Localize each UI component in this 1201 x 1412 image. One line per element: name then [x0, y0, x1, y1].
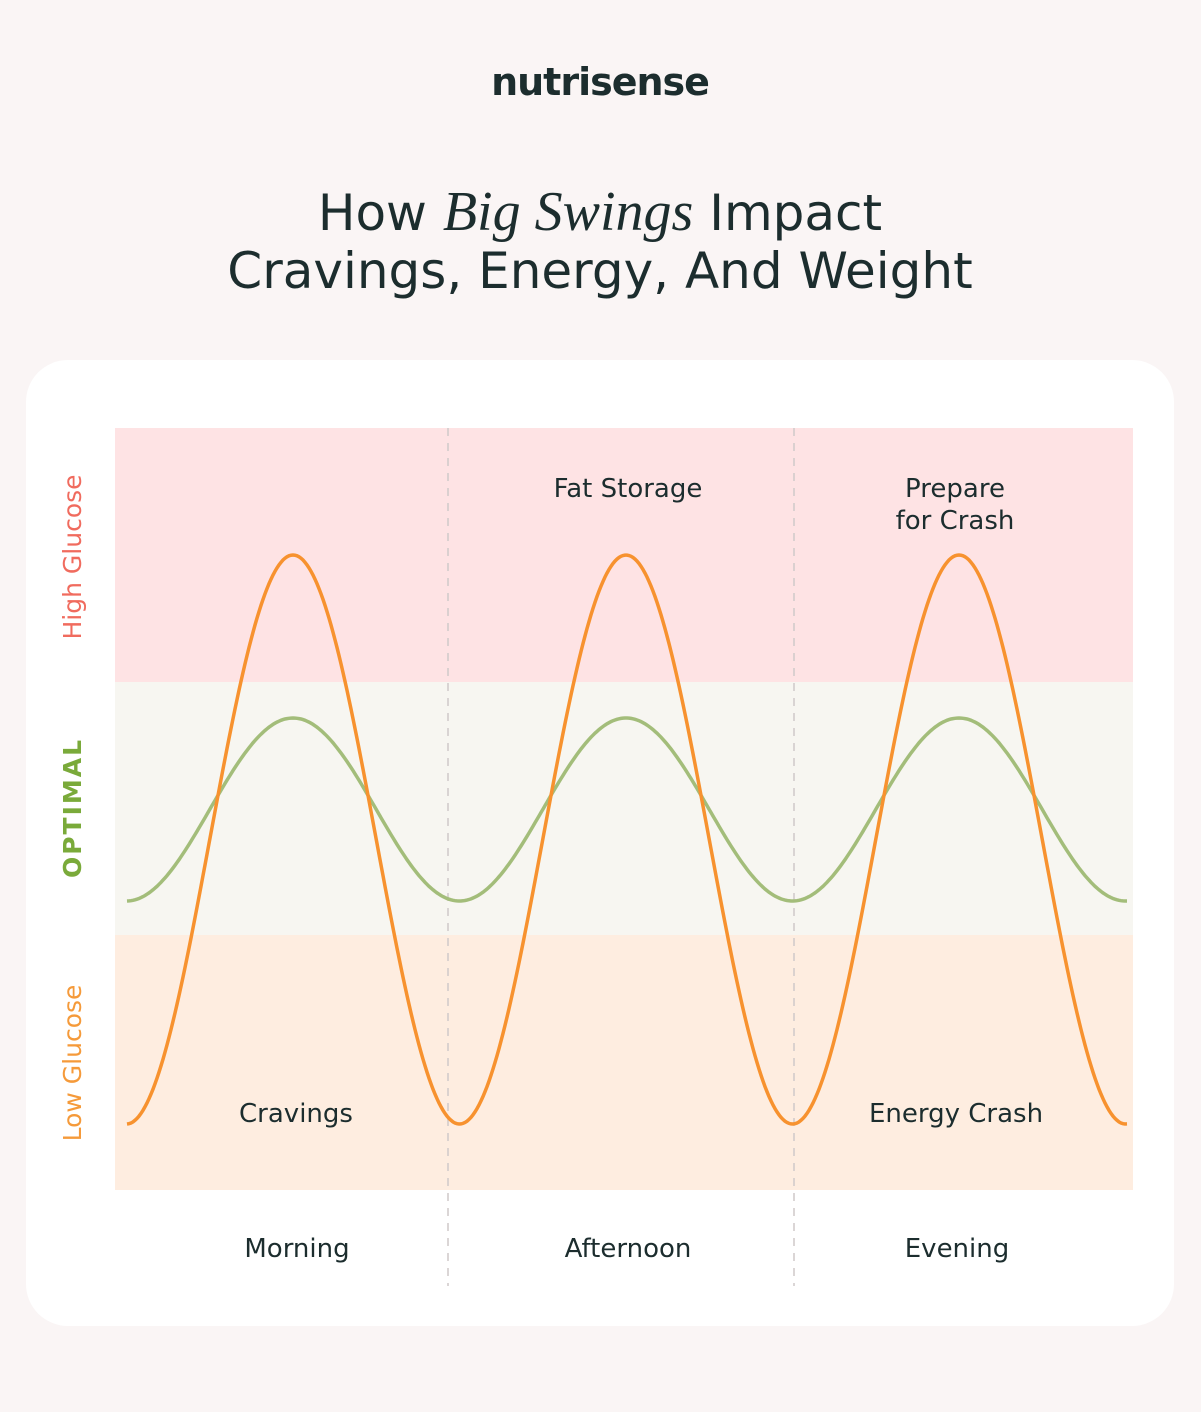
title-line-1: How Big Swings Impact	[318, 181, 882, 243]
annotation: Fat Storage	[554, 474, 703, 504]
stable-curve	[126, 716, 1127, 903]
optimal-zone	[115, 682, 1133, 935]
zone-label: Low Glucose	[58, 985, 87, 1142]
title-before: How	[318, 184, 427, 242]
period-label: Afternoon	[565, 1234, 692, 1264]
brand: nutrisense	[491, 60, 709, 104]
title-line-2: Cravings, Energy, And Weight	[227, 242, 972, 300]
annotation: Energy Crash	[869, 1099, 1043, 1129]
low-zone	[115, 935, 1133, 1190]
annotation: Cravings	[239, 1099, 353, 1129]
annotation: for Crash	[896, 506, 1015, 536]
title-italic: Big Swings	[443, 181, 693, 243]
period-label: Evening	[905, 1234, 1010, 1264]
title-after: Impact	[709, 184, 882, 242]
zone-label: High Glucose	[58, 474, 87, 639]
annotation: Prepare	[905, 474, 1005, 504]
period-label: Morning	[244, 1234, 349, 1264]
zone-label: OPTIMAL	[58, 738, 87, 878]
swing-curve	[126, 553, 1128, 1126]
